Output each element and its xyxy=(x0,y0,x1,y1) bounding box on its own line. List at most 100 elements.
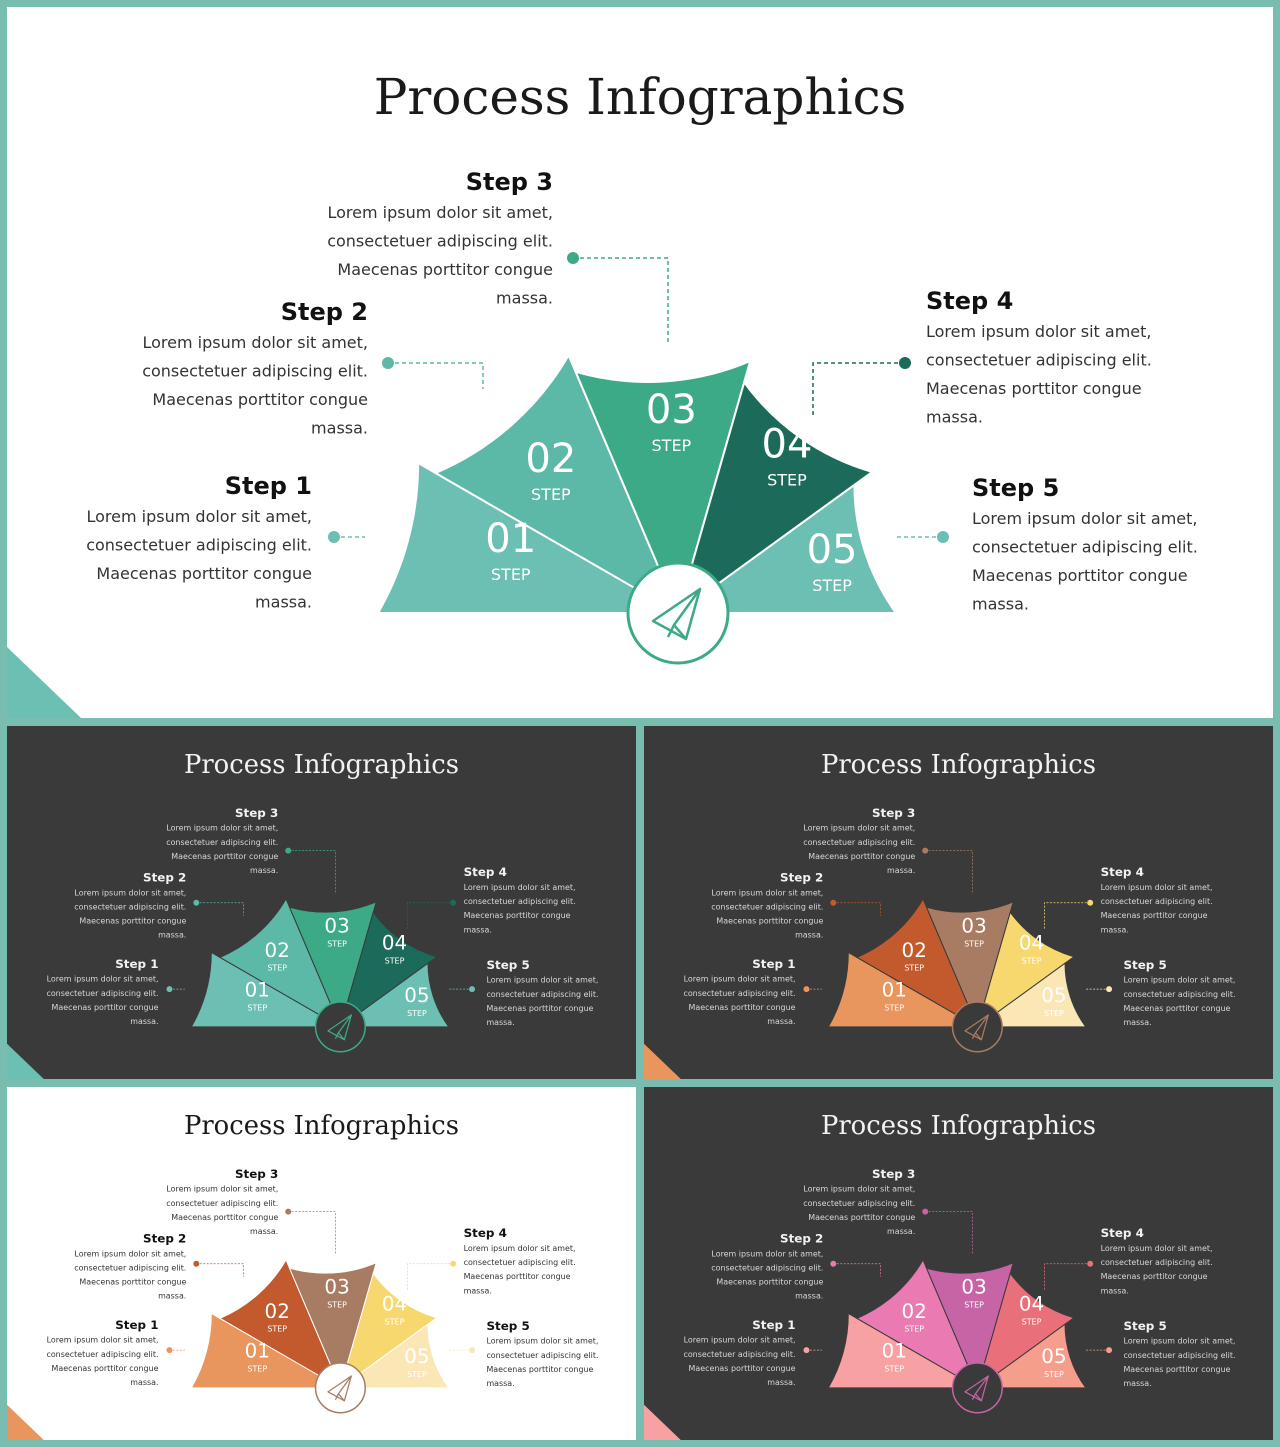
step-word: STEP xyxy=(884,1365,904,1374)
step-segment-5 xyxy=(338,1323,450,1389)
slide-title: Process Infographics xyxy=(821,1111,1096,1141)
connector-line xyxy=(407,1263,454,1291)
step-description-line: massa. xyxy=(887,1227,915,1236)
step-description-line: Maecenas porttitor congue xyxy=(79,917,186,926)
step-segment-2 xyxy=(218,897,342,1029)
step-title-4: Step 4 xyxy=(464,1226,507,1240)
center-circle xyxy=(314,1001,366,1053)
connector-line xyxy=(1044,902,1091,930)
connector-line xyxy=(812,362,905,417)
step-description-line: Lorem ipsum dolor sit amet, xyxy=(1101,1244,1213,1253)
connector-dot xyxy=(922,1208,929,1215)
step-description-line: Maecenas porttitor congue xyxy=(1123,1365,1230,1374)
step-description-line: Maecenas porttitor congue xyxy=(52,1364,159,1373)
step-description-line: Lorem ipsum dolor sit amet, xyxy=(47,1336,159,1345)
step-word: STEP xyxy=(407,1009,427,1018)
step-word: STEP xyxy=(267,964,287,973)
step-segment-1 xyxy=(190,951,343,1028)
step-description-line: massa. xyxy=(250,1227,278,1236)
step-description-line: consectetuer adipiscing elit. xyxy=(1101,1258,1213,1267)
step-description-line: massa. xyxy=(972,595,1029,614)
connector-line xyxy=(407,902,454,930)
connector-line xyxy=(1044,1263,1091,1291)
slide-orange-light[interactable]: Process Infographics 01 STEP 02 STEP 03 STEP 04… xyxy=(7,1087,636,1440)
step-title-3: Step 3 xyxy=(235,1167,278,1181)
step-description-line: consectetuer adipiscing elit. xyxy=(1101,897,1213,906)
step-title-5: Step 5 xyxy=(1123,958,1166,972)
connector-line xyxy=(573,257,669,343)
step-description-line: Maecenas porttitor congue xyxy=(486,1365,593,1374)
step-description-line: consectetuer adipiscing elit. xyxy=(46,989,158,998)
step-segment-4 xyxy=(339,1272,438,1390)
step-description-line: Maecenas porttitor congue xyxy=(152,390,368,409)
step-number-4: 04 xyxy=(1019,1293,1044,1316)
step-title-1: Step 1 xyxy=(225,472,312,500)
step-description-line: Maecenas porttitor congue xyxy=(464,911,571,920)
slide-title: Process Infographics xyxy=(821,750,1096,780)
step-title-5: Step 5 xyxy=(972,474,1059,502)
step-description-line: massa. xyxy=(1123,1018,1151,1027)
connector-dot xyxy=(469,1347,476,1354)
connector-dot xyxy=(1106,986,1113,993)
step-word: STEP xyxy=(1022,957,1042,966)
step-description-line: Lorem ipsum dolor sit amet, xyxy=(1123,1337,1235,1346)
step-segment-2 xyxy=(218,1258,342,1390)
step-description-line: Lorem ipsum dolor sit amet, xyxy=(166,824,278,833)
step-number-4: 04 xyxy=(762,421,813,467)
step-segment-2 xyxy=(433,353,681,616)
center-circle xyxy=(951,1001,1003,1053)
step-description-line: Lorem ipsum dolor sit amet, xyxy=(926,322,1152,341)
step-segment-1 xyxy=(827,951,980,1028)
step-number-5: 05 xyxy=(404,984,429,1007)
step-description-line: massa. xyxy=(255,593,312,612)
step-number-3: 03 xyxy=(961,915,986,938)
step-number-2: 02 xyxy=(265,1300,290,1323)
step-word: STEP xyxy=(407,1370,427,1379)
step-description-line: massa. xyxy=(795,1292,823,1301)
center-circle xyxy=(626,561,730,665)
step-description-line: Maecenas porttitor congue xyxy=(486,1004,593,1013)
step-description-line: Lorem ipsum dolor sit amet, xyxy=(1123,976,1235,985)
connector-dot xyxy=(830,899,837,906)
step-word: STEP xyxy=(964,1300,984,1309)
step-word: STEP xyxy=(1044,1009,1064,1018)
step-description-line: massa. xyxy=(1101,1286,1129,1295)
connector-dot xyxy=(1087,1260,1094,1267)
step-number-3: 03 xyxy=(646,387,697,433)
step-segment-5 xyxy=(674,482,898,614)
step-word: STEP xyxy=(1044,1370,1064,1379)
step-description-line: consectetuer adipiscing elit. xyxy=(486,990,598,999)
connector-dot xyxy=(382,357,394,369)
step-description-line: Maecenas porttitor congue xyxy=(96,564,312,583)
step-description-line: Lorem ipsum dolor sit amet, xyxy=(684,975,796,984)
step-title-1: Step 1 xyxy=(115,957,158,971)
connector-dot xyxy=(469,986,476,993)
connector-line xyxy=(196,1263,244,1277)
step-description-line: consectetuer adipiscing elit. xyxy=(803,1199,915,1208)
step-word: STEP xyxy=(327,1300,347,1309)
step-description-line: Lorem ipsum dolor sit amet, xyxy=(166,1185,278,1194)
connector-dot xyxy=(450,899,457,906)
connector-dot xyxy=(193,899,200,906)
step-description-line: massa. xyxy=(1123,1379,1151,1388)
slide-canvas: Process Infographics 01 STEP 02 STEP 03 STEP 04… xyxy=(7,7,1273,718)
slide-title: Process Infographics xyxy=(184,1111,459,1141)
connector-dot xyxy=(830,1260,837,1267)
step-description-line: massa. xyxy=(311,419,368,438)
connector-dot xyxy=(899,357,911,369)
step-description-line: consectetuer adipiscing elit. xyxy=(327,232,553,251)
step-title-2: Step 2 xyxy=(780,870,823,884)
step-title-1: Step 1 xyxy=(115,1318,158,1332)
slide-pink-dark[interactable]: Process Infographics 01 STEP 02 STEP 03 STEP 04… xyxy=(644,1087,1273,1440)
slide-orange-dark[interactable]: Process Infographics 01 STEP 02 STEP 03 STEP 04… xyxy=(644,726,1273,1079)
slide-teal-dark[interactable]: Process Infographics 01 STEP 02 STEP 03 STEP 04… xyxy=(7,726,636,1079)
step-description-line: Lorem ipsum dolor sit amet, xyxy=(972,509,1198,528)
step-description-line: Lorem ipsum dolor sit amet, xyxy=(143,333,369,352)
step-description-line: massa. xyxy=(1101,925,1129,934)
slide-main[interactable]: Process Infographics 01 STEP 02 STEP 03 STEP 04… xyxy=(7,7,1273,718)
step-word: STEP xyxy=(247,1004,267,1013)
connector-dot xyxy=(1087,899,1094,906)
step-description-line: massa. xyxy=(130,1017,158,1026)
step-description-line: Lorem ipsum dolor sit amet, xyxy=(47,975,159,984)
step-description-line: Lorem ipsum dolor sit amet, xyxy=(328,203,554,222)
